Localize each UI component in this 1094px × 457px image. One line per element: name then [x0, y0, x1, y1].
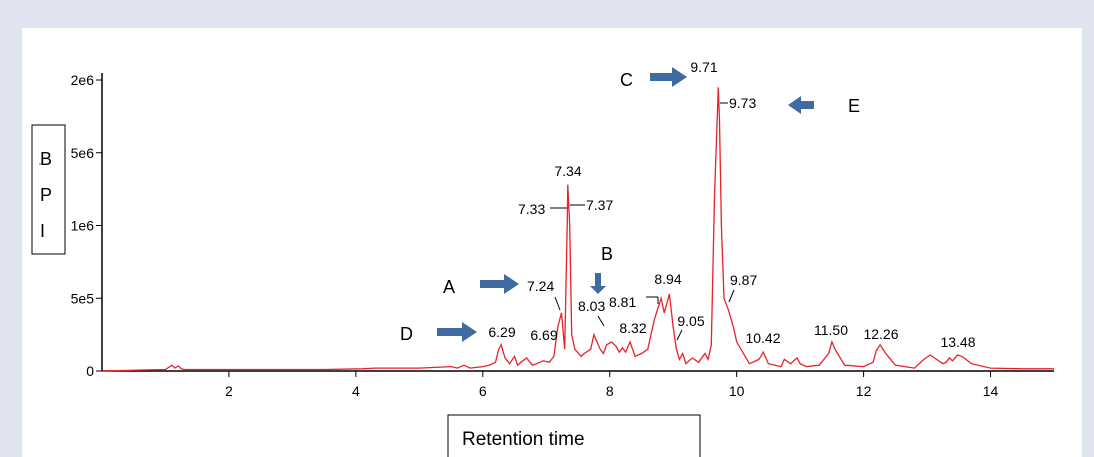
arrow-right-icon	[437, 322, 477, 342]
annotation-e: E	[788, 96, 860, 116]
peak-label: 7.33	[518, 201, 545, 217]
peak-leader	[597, 315, 605, 327]
x-tick-label: 6	[479, 383, 487, 399]
y-tick-label: 5e6	[71, 145, 95, 161]
peak-label: 9.05	[677, 313, 704, 329]
arrow-right-icon	[650, 67, 687, 87]
peak-label: 6.29	[488, 324, 515, 340]
annotation-a: A	[443, 274, 519, 297]
peak-labels: 9.71 9.73 7.34 7.33 7.37 7.24 8.03 8.81 …	[488, 59, 975, 350]
peak-label: 12.26	[863, 326, 898, 342]
marker-letter-d: D	[400, 324, 413, 344]
y-axis-label-box: BPI BPI	[31, 124, 66, 255]
peak-label: 8.03	[578, 298, 605, 314]
y-axis-ticks: 0 5e5 1e6 5e6 2e6	[71, 72, 102, 379]
annotation-c: C	[620, 67, 687, 90]
peak-label: 8.81	[609, 294, 636, 310]
x-tick-label: 8	[606, 383, 614, 399]
peak-label: 13.48	[940, 334, 975, 350]
y-tick-label: 2e6	[71, 72, 95, 88]
peak-label: 7.37	[586, 197, 613, 213]
peak-leader	[554, 296, 561, 311]
y-tick-label: 5e5	[71, 290, 95, 306]
x-tick-label: 4	[352, 383, 360, 399]
peak-leader	[728, 289, 735, 303]
y-axis-label-letter: P	[40, 185, 52, 205]
arrow-right-icon	[480, 274, 519, 294]
arrow-down-icon	[590, 273, 606, 294]
peak-label: 9.73	[729, 95, 756, 111]
y-axis-label-letter: I	[40, 221, 45, 241]
marker-letter-a: A	[443, 277, 455, 297]
x-axis-label-box: Retention time	[447, 414, 701, 457]
annotation-d: D	[400, 322, 477, 344]
x-tick-label: 10	[729, 383, 745, 399]
x-tick-label: 12	[856, 383, 872, 399]
annotation-b: B	[590, 244, 613, 294]
x-tick-label: 14	[983, 383, 999, 399]
marker-letter-b: B	[601, 244, 613, 264]
peak-label: 11.50	[814, 322, 848, 338]
y-tick-label: 0	[86, 363, 94, 379]
x-tick-label: 2	[225, 383, 233, 399]
peak-label: 6.69	[530, 327, 557, 343]
y-tick-label: 1e6	[71, 218, 95, 234]
x-axis-label: Retention time	[462, 429, 585, 450]
peak-label: 9.71	[690, 59, 717, 75]
y-axis-label-letter: B	[40, 149, 52, 169]
chromatogram-chart: 2 4 6 8 10 12 14 0 5e5 1e6 5e6 2e6 9.71 9.73 7.34 …	[31, 59, 1054, 457]
peak-label: 10.42	[745, 330, 780, 346]
peak-label: 7.34	[554, 163, 581, 179]
x-axis-ticks: 2 4 6 8 10 12 14	[225, 371, 999, 399]
chromatogram-line	[101, 87, 1054, 372]
marker-letter-e: E	[848, 96, 860, 116]
peak-label: 7.24	[527, 278, 554, 294]
y-axis-label: BPI	[39, 164, 43, 166]
peak-label: 8.32	[619, 320, 646, 336]
peak-leader	[676, 329, 683, 341]
peak-label: 9.87	[730, 272, 757, 288]
marker-letter-c: C	[620, 70, 633, 90]
chart-card: 2 4 6 8 10 12 14 0 5e5 1e6 5e6 2e6 9.71 9.73 7.34 …	[22, 28, 1082, 457]
arrow-left-icon	[788, 96, 814, 114]
y-axis-label-letters: BPI	[40, 149, 52, 241]
peak-label: 8.94	[654, 271, 681, 287]
